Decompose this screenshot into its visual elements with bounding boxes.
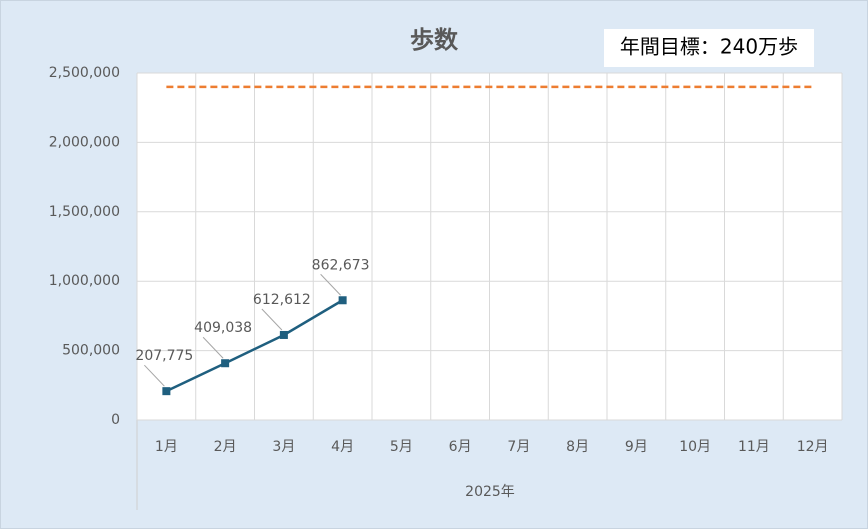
data-label: 612,612 <box>253 292 311 308</box>
annotation: 年間目標：240万歩 <box>620 35 798 59</box>
x-tick-label: 3月 <box>272 439 295 455</box>
leader-line <box>202 336 224 359</box>
y-tick-label: 500,000 <box>62 343 120 359</box>
x-axis-label: 2025年 <box>465 484 515 500</box>
x-tick-label: 10月 <box>679 439 711 455</box>
marker <box>338 296 347 305</box>
x-tick-label: 9月 <box>625 439 648 455</box>
x-tick-label: 4月 <box>331 439 354 455</box>
leader-line <box>144 364 165 387</box>
x-tick-label: 2月 <box>214 439 237 455</box>
x-tick-label: 6月 <box>449 439 472 455</box>
y-tick-label: 1,000,000 <box>49 273 120 289</box>
y-tick-label: 0 <box>111 412 120 428</box>
x-tick-label: 5月 <box>390 439 413 455</box>
y-tick-label: 2,000,000 <box>49 134 120 150</box>
marker <box>279 330 288 339</box>
data-label: 409,038 <box>194 320 252 336</box>
annotation-box <box>604 29 814 67</box>
x-tick-label: 11月 <box>738 439 770 455</box>
x-tick-label: 12月 <box>797 439 829 455</box>
x-tick-label: 7月 <box>507 439 530 455</box>
leader-line <box>261 308 283 331</box>
series-line <box>165 299 344 393</box>
x-tick-label: 8月 <box>566 439 589 455</box>
y-tick-label: 2,500,000 <box>49 65 120 81</box>
data-label: 207,775 <box>135 348 193 364</box>
chart-title: 歩数 <box>410 26 459 54</box>
marker <box>162 387 171 396</box>
leader-line <box>320 273 341 296</box>
data-label: 862,673 <box>312 257 370 273</box>
x-tick-label: 1月 <box>155 439 178 455</box>
y-tick-label: 1,500,000 <box>49 204 120 220</box>
marker <box>221 359 230 368</box>
